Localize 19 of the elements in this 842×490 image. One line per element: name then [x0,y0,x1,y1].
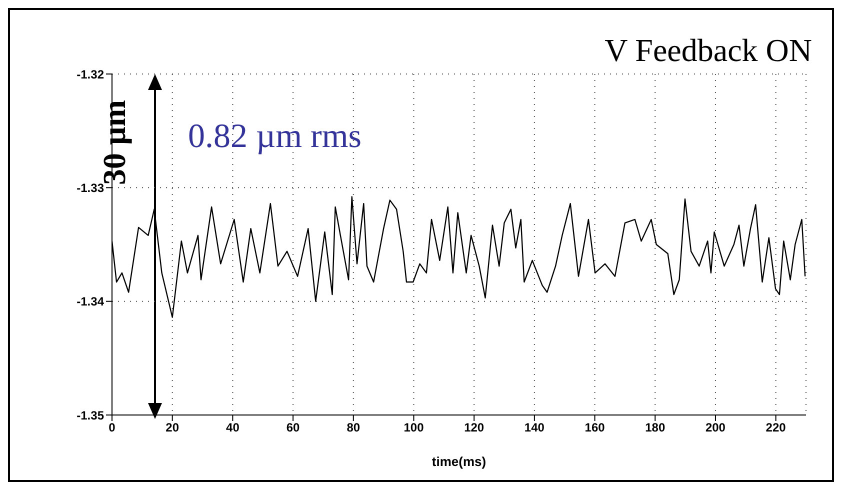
y-tick-label: -1.32 [76,67,104,82]
x-tick-label: 220 [766,420,786,435]
y-tick-label: -1.33 [76,180,104,195]
x-tick-label: 80 [346,420,360,435]
x-tick-label: 60 [286,420,300,435]
y-tick-label: -1.34 [76,294,104,309]
x-tick-label: 140 [524,420,545,435]
x-tick-label: 200 [705,420,726,435]
x-tick-label: 0 [108,420,116,435]
y-tick-label: -1.35 [76,408,104,422]
x-tick-label: 20 [166,420,180,435]
x-tick-label: 180 [645,420,666,435]
x-axis-title: time(ms) [432,454,486,469]
annotation: 0.82 µm rms [188,118,362,156]
text: V Feedback ON [604,32,812,69]
x-tick-label: 120 [464,420,484,435]
x-tick-label: 40 [226,420,240,435]
x-tick-label: 100 [404,420,424,435]
x-tick-label: 160 [584,420,606,435]
